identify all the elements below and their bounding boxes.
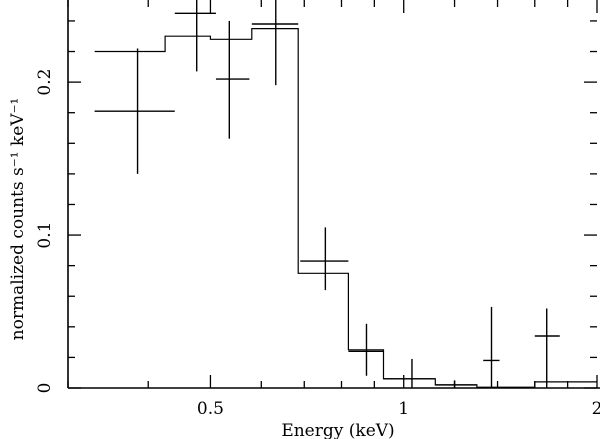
data-point: [300, 227, 349, 291]
tick-labels: 0.5 1 2 0 0.1 0.2: [35, 69, 600, 419]
data-point: [534, 308, 560, 388]
y-axis-label: normalized counts s⁻¹ keV⁻¹: [8, 98, 28, 341]
x-tick-label: 1: [398, 399, 409, 419]
y-tick-label: 0: [35, 383, 55, 394]
x-axis-label: Energy (keV): [281, 421, 394, 439]
data-point: [251, 0, 299, 86]
plot-area: [94, 0, 597, 388]
data-point: [383, 358, 436, 388]
data-point: [348, 323, 384, 376]
y-tick-label: 0.1: [35, 222, 55, 249]
y-tick-label: 0.2: [35, 69, 55, 96]
data-point: [174, 0, 216, 72]
axes: [67, 0, 600, 389]
x-tick-label: 0.5: [197, 399, 224, 419]
data-point: [435, 380, 477, 388]
model-step-line: [94, 28, 597, 388]
data-point: [94, 48, 175, 174]
data-point: [483, 306, 500, 388]
data-point: [215, 20, 250, 139]
x-tick-label: 2: [592, 399, 600, 419]
